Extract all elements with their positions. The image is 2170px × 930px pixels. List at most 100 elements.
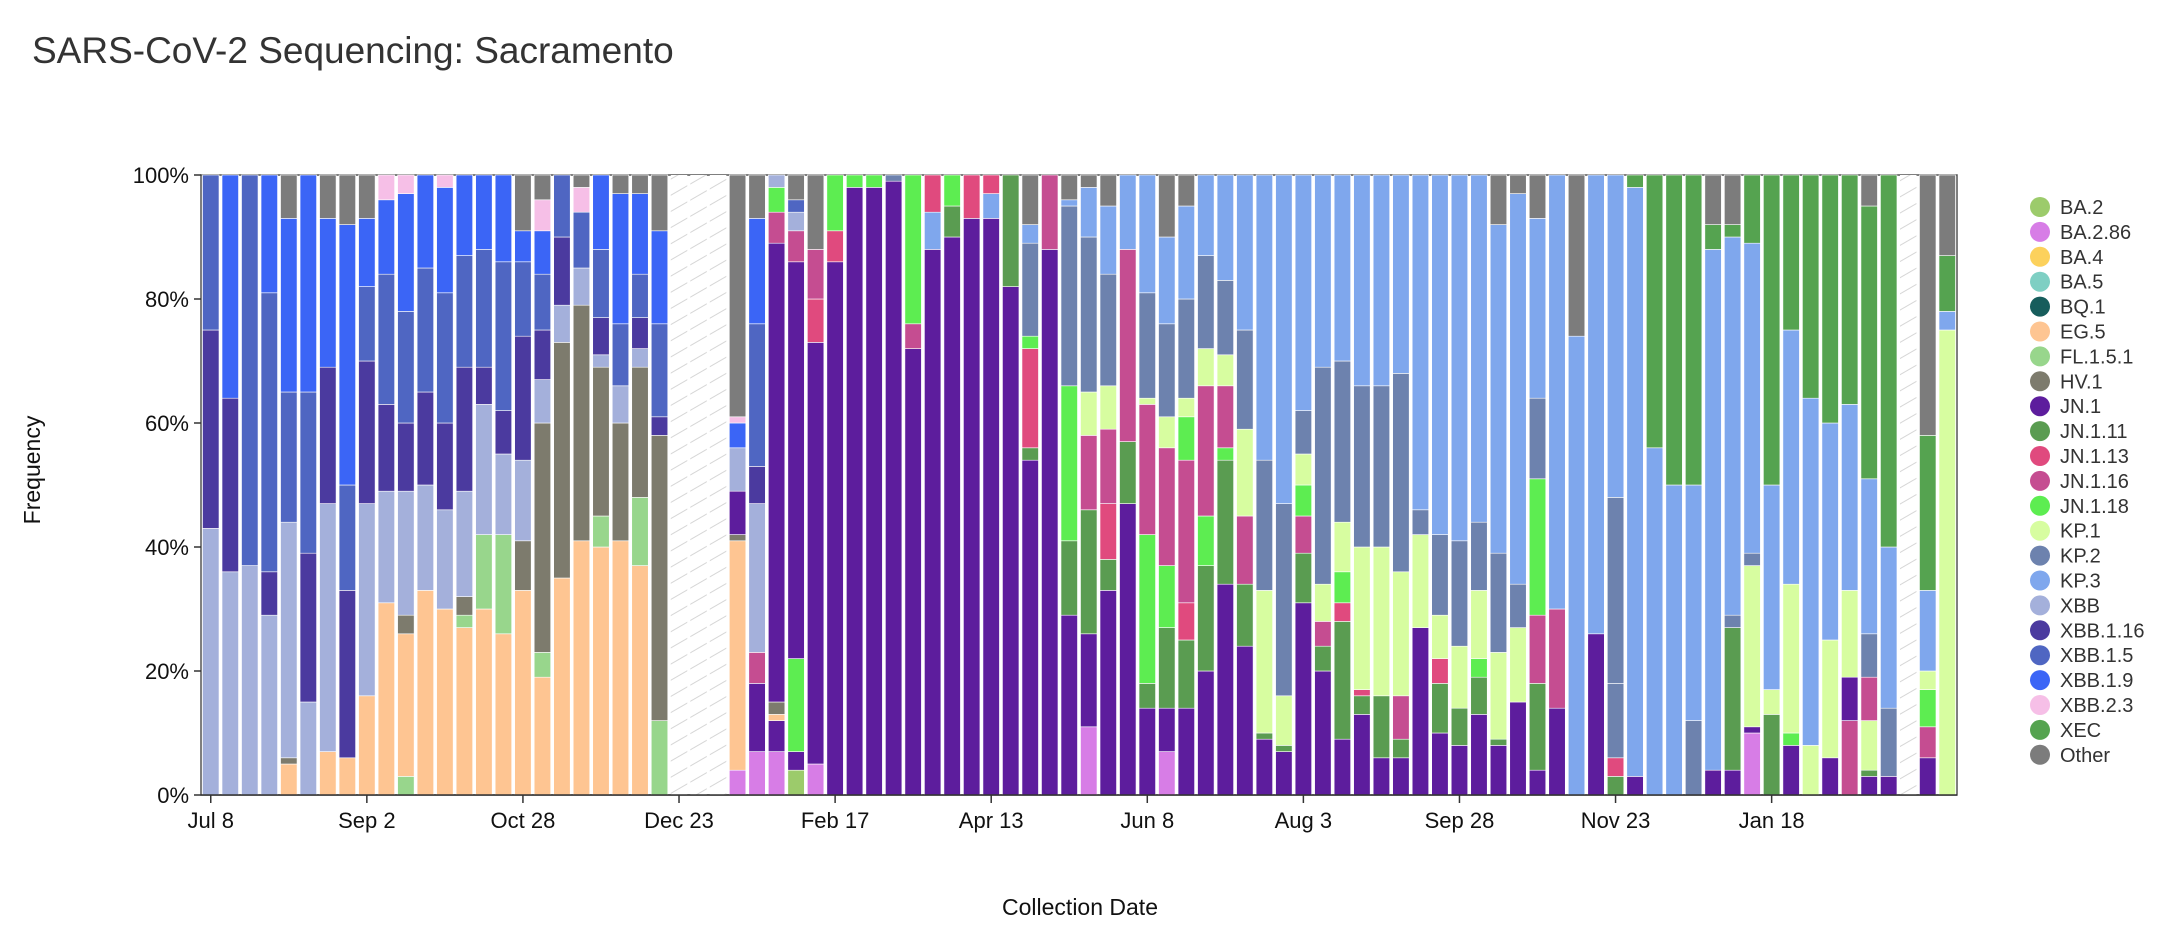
legend-swatch bbox=[2030, 371, 2050, 392]
bar-segment bbox=[1216, 174, 1234, 281]
bar-segment bbox=[358, 218, 376, 287]
bar-segment bbox=[1080, 391, 1098, 436]
legend-swatch bbox=[2030, 197, 2050, 217]
bar-segment bbox=[1860, 676, 1878, 721]
bar-segment bbox=[787, 199, 805, 213]
bar-segment bbox=[826, 174, 844, 232]
bar-segment bbox=[611, 193, 630, 325]
bar-segment bbox=[1919, 435, 1937, 591]
bar-segment bbox=[1470, 676, 1488, 715]
bar-segment bbox=[299, 701, 317, 796]
legend-swatch bbox=[2030, 545, 2050, 566]
bar-segment bbox=[1860, 174, 1878, 207]
bar-segment bbox=[1197, 385, 1215, 517]
bar-segment bbox=[1333, 571, 1351, 604]
bar-segment bbox=[572, 267, 591, 306]
bar-segment bbox=[533, 329, 552, 380]
bar-segment bbox=[1841, 720, 1859, 796]
bar-segment bbox=[1821, 422, 1839, 641]
bar-segment bbox=[494, 261, 512, 411]
bar-segment bbox=[592, 546, 610, 796]
bar-segment bbox=[865, 187, 883, 796]
legend-label: BA.2 bbox=[2060, 197, 2103, 219]
bar-segment bbox=[1724, 627, 1742, 771]
bar-segment bbox=[1021, 348, 1039, 449]
bar-segment bbox=[1255, 459, 1273, 591]
bar-segment bbox=[1470, 714, 1488, 796]
bar-segment bbox=[1528, 397, 1547, 480]
bar-segment bbox=[475, 534, 493, 610]
bar-segment bbox=[1489, 174, 1508, 225]
bar-segment bbox=[1353, 385, 1371, 548]
bar-segment bbox=[1411, 174, 1429, 511]
bar-segment bbox=[1860, 720, 1878, 771]
legend-label: JN.1.11 bbox=[2060, 421, 2127, 443]
bar-segment bbox=[1060, 385, 1078, 542]
bar-segment bbox=[1275, 503, 1293, 697]
bar-segment bbox=[1743, 552, 1761, 566]
bar-segment bbox=[1470, 590, 1488, 659]
bar-segment bbox=[1528, 683, 1547, 771]
bar-segment bbox=[494, 174, 512, 263]
bar-segment bbox=[1216, 583, 1234, 796]
bar-segment bbox=[455, 614, 473, 628]
bar-segment bbox=[1470, 174, 1488, 523]
legend-label: XBB.1.5 bbox=[2060, 645, 2133, 667]
bar-segment bbox=[1431, 174, 1449, 535]
bar-segment bbox=[1919, 670, 1937, 690]
bar-segment bbox=[943, 174, 961, 207]
bar-segment bbox=[1177, 416, 1195, 461]
bar-segment bbox=[1743, 174, 1761, 244]
bar-segment bbox=[1099, 590, 1117, 796]
legend-label: JN.1 bbox=[2060, 396, 2101, 418]
bar-segment bbox=[416, 267, 434, 393]
legend-label: KP.3 bbox=[2060, 571, 2101, 593]
bar-segment bbox=[1411, 509, 1429, 535]
bar-segment bbox=[631, 348, 649, 368]
bar-segment bbox=[1353, 714, 1371, 796]
bar-segment bbox=[1528, 478, 1547, 616]
bar-segment bbox=[1099, 205, 1117, 275]
bar-segment bbox=[1763, 484, 1781, 690]
bar-segment bbox=[1841, 590, 1859, 678]
y-tick-label: 60% bbox=[145, 411, 189, 436]
bar-segment bbox=[1197, 174, 1215, 256]
bar-segment bbox=[280, 521, 298, 759]
y-tick-label: 80% bbox=[145, 287, 189, 312]
bar-segment bbox=[494, 453, 512, 535]
bar-segment bbox=[1802, 745, 1820, 796]
bar-segment bbox=[1880, 707, 1898, 777]
bar-segment bbox=[1938, 311, 1956, 331]
legend-swatch bbox=[2030, 296, 2050, 317]
bar-segment bbox=[338, 224, 356, 486]
bar-segment bbox=[1704, 249, 1722, 771]
bar-segment bbox=[1470, 658, 1488, 678]
bar-segment bbox=[1138, 174, 1156, 294]
bar-segment bbox=[1275, 174, 1293, 504]
y-tick-label: 20% bbox=[145, 659, 189, 684]
no-data-bar bbox=[709, 175, 727, 795]
legend-label: HV.1 bbox=[2060, 371, 2103, 393]
bar-segment bbox=[1763, 714, 1781, 796]
bar-segment bbox=[338, 174, 356, 225]
bar-segment bbox=[1567, 174, 1586, 337]
bar-segment bbox=[1509, 583, 1527, 628]
legend-swatch bbox=[2030, 570, 2050, 591]
bar-segment bbox=[846, 187, 864, 796]
bar-segment bbox=[1607, 776, 1625, 796]
bar-segment bbox=[631, 317, 649, 349]
x-tick-label: Jul 8 bbox=[188, 808, 234, 833]
bar-segment bbox=[1431, 732, 1449, 796]
bar-segment bbox=[592, 317, 610, 356]
bar-segment bbox=[1255, 732, 1273, 740]
bar-segment bbox=[728, 534, 747, 542]
bar-segment bbox=[514, 261, 532, 337]
bar-segment bbox=[826, 230, 844, 263]
bar-segment bbox=[436, 292, 454, 424]
bar-segment bbox=[1607, 174, 1625, 498]
bar-segment bbox=[1158, 707, 1176, 752]
bar-segment bbox=[436, 509, 454, 610]
bar-segment bbox=[1821, 174, 1839, 424]
bar-segment bbox=[924, 211, 942, 250]
bar-segment bbox=[1704, 224, 1722, 250]
